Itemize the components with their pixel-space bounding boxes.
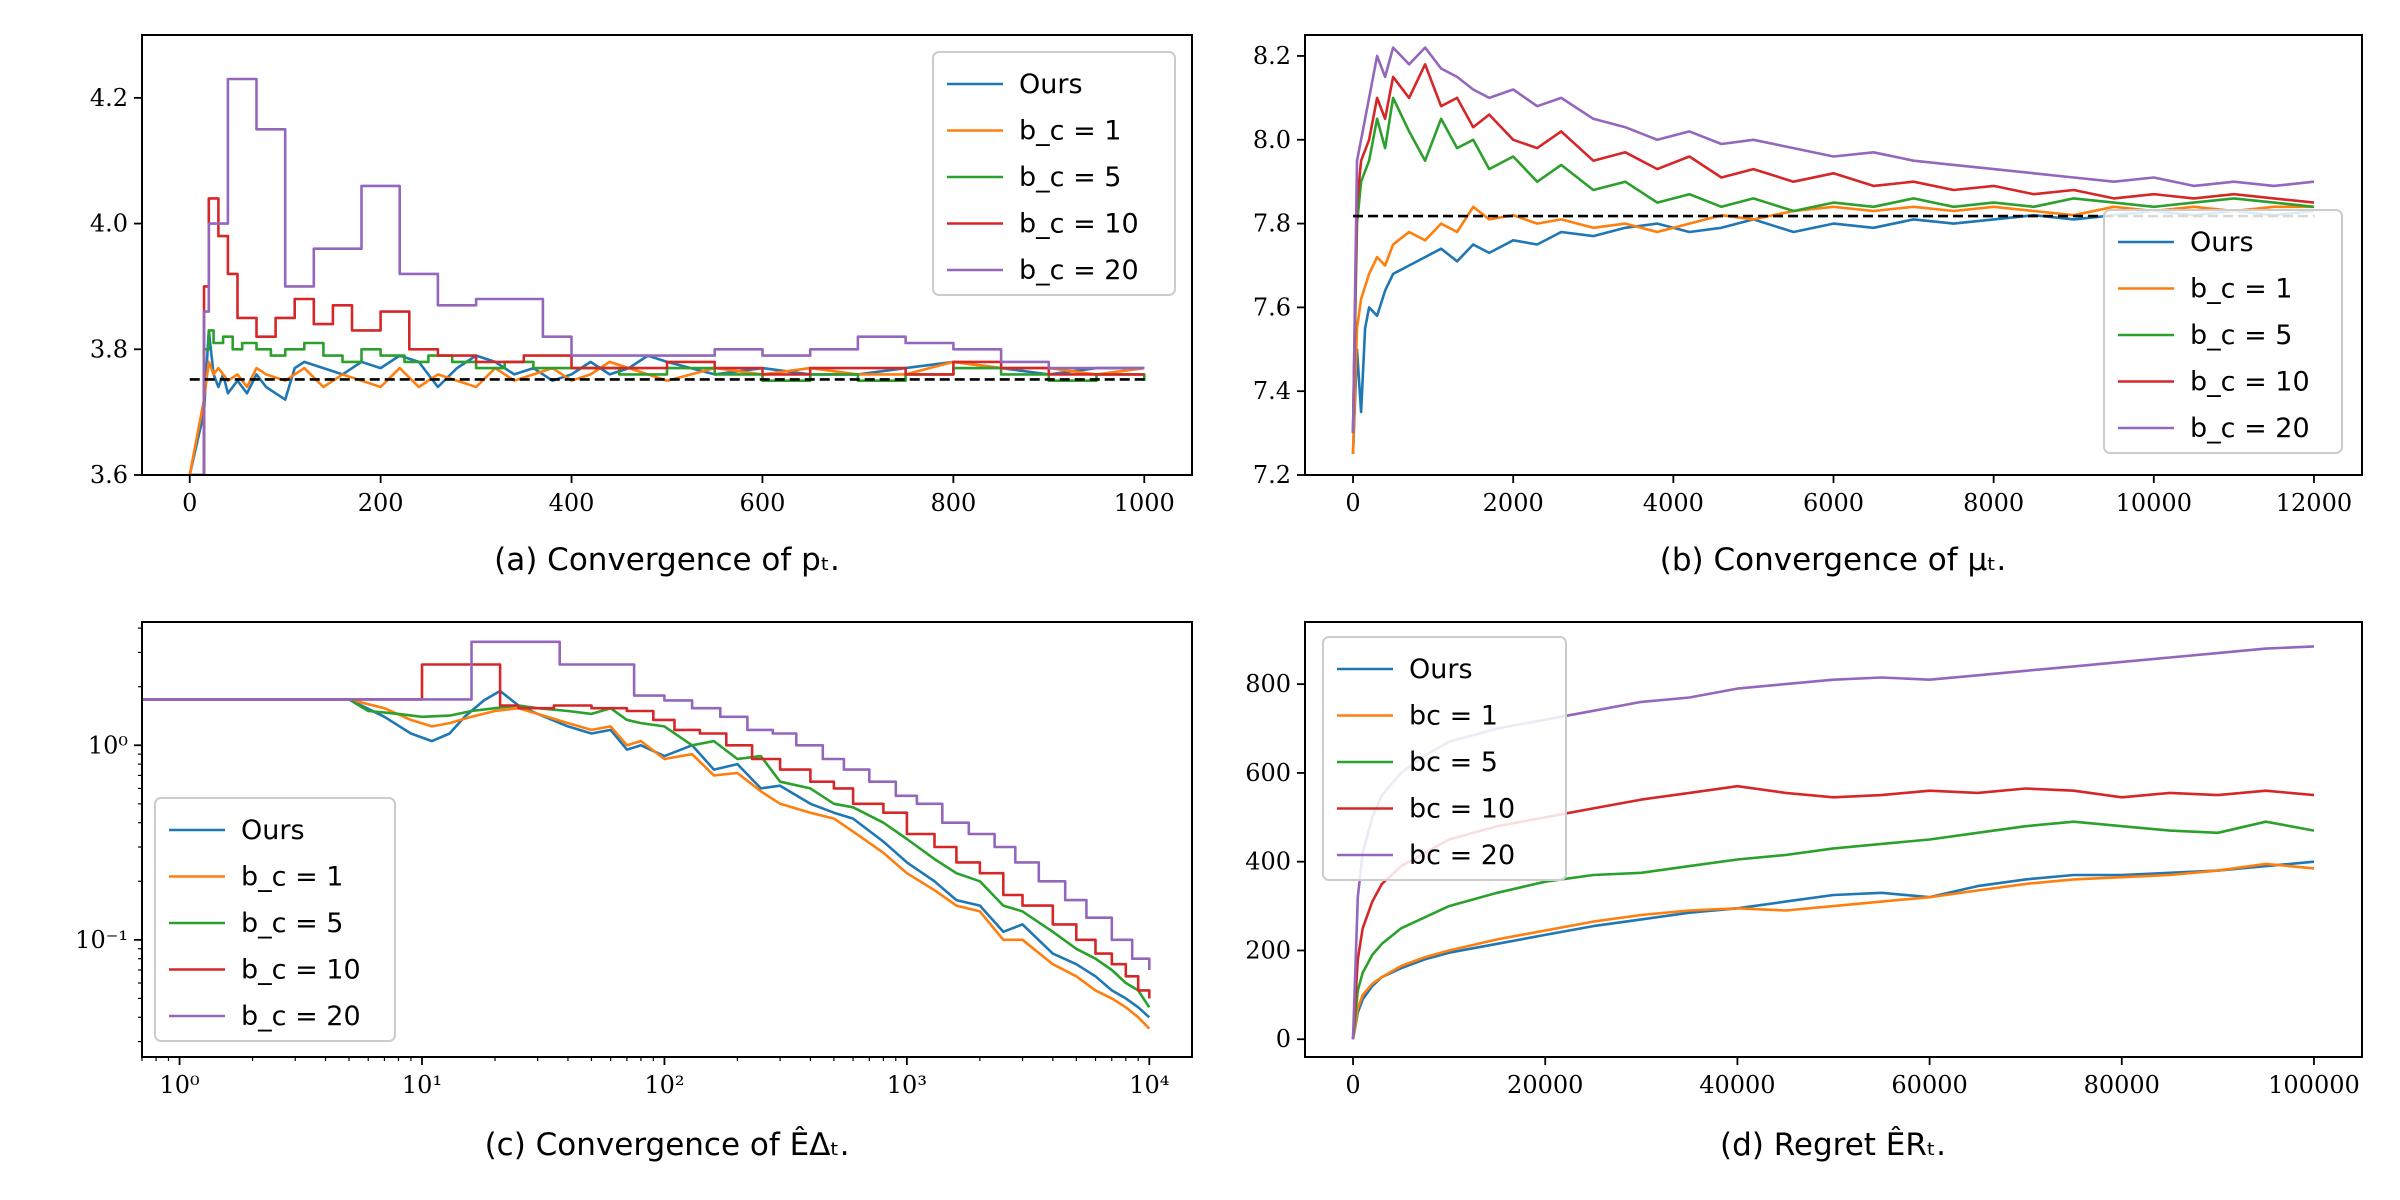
series-line-c-4 <box>142 640 1151 970</box>
series-line-b-3 <box>1351 63 2315 434</box>
x-tick-label-b-0: 0 <box>1345 489 1360 517</box>
legend-label-b-4: b_c = 20 <box>2190 413 2310 444</box>
x-tick-label-a-5: 1000 <box>1114 489 1175 517</box>
panel-c: 10⁰ 10¹ 10² 10³ 10⁴ 10⁻¹ 10⁰ (c) Convergence of… <box>75 621 1193 1163</box>
y-tick-label-b-3: 7.8 <box>1253 210 1291 238</box>
x-tick-label-d-5: 100000 <box>2268 1071 2360 1099</box>
axes-frame-c <box>141 621 1193 1058</box>
x-tick-label-c-1: 10¹ <box>402 1071 442 1099</box>
y-tick-label-a-3: 4.2 <box>90 84 128 112</box>
x-tick-label-c-4: 10⁴ <box>1129 1071 1169 1099</box>
x-tick-label-d-1: 20000 <box>1507 1071 1583 1099</box>
x-tick-label-c-3: 10³ <box>887 1071 927 1099</box>
legend-label-a-2: b_c = 5 <box>1019 162 1121 193</box>
y-tick-label-a-1: 3.8 <box>90 335 128 363</box>
y-tick-label-d-4: 800 <box>1245 670 1291 698</box>
legend-d: Ours bc = 1 bc = 5 bc = 10 bc = 20 <box>1322 636 1567 881</box>
legend-label-c-3: b_c = 10 <box>241 955 361 986</box>
legend-box-c <box>154 797 396 1042</box>
legend-label-a-4: b_c = 20 <box>1019 255 1139 286</box>
caption-b: (b) Convergence of μₜ. <box>1660 542 2006 578</box>
series-line-b-1 <box>1351 205 2314 455</box>
legend-label-d-3: bc = 10 <box>1409 794 1515 825</box>
legend-label-a-3: b_c = 10 <box>1019 209 1139 240</box>
series-line-d-0 <box>1351 860 2315 1040</box>
legend-a: Ours b_c = 1 b_c = 5 b_c = 10 b_c = 20 <box>932 51 1176 296</box>
y-tick-label-d-1: 200 <box>1245 936 1291 964</box>
panel-b: 0 2000 4000 6000 8000 10000 12000 7.2 7.4 7.6 7.8 8… <box>1253 34 2363 578</box>
x-tick-label-d-3: 60000 <box>1891 1071 1967 1099</box>
x-tick-label-c-0: 10⁰ <box>159 1071 199 1099</box>
y-tick-label-d-2: 400 <box>1245 848 1291 876</box>
caption-d: (d) Regret ÊRₜ. <box>1720 1127 1946 1163</box>
legend-label-c-1: b_c = 1 <box>241 862 343 893</box>
caption-c: (c) Convergence of ÊΔₜ. <box>485 1127 850 1163</box>
series-line-c-3 <box>142 663 1151 999</box>
x-tick-label-b-2: 4000 <box>1643 489 1704 517</box>
caption-a: (a) Convergence of pₜ. <box>494 542 840 578</box>
legend-label-a-0: Ours <box>1019 69 1083 100</box>
legend-label-d-0: Ours <box>1409 654 1473 685</box>
y-tick-label-b-2: 7.6 <box>1253 293 1291 321</box>
legend-box-d <box>1322 636 1567 881</box>
x-tick-label-a-2: 400 <box>549 489 595 517</box>
legend-label-c-4: b_c = 20 <box>241 1001 361 1032</box>
legend-label-b-1: b_c = 1 <box>2190 274 2292 305</box>
x-tick-label-a-0: 0 <box>182 489 197 517</box>
legend-label-c-0: Ours <box>241 815 305 846</box>
x-tick-label-c-2: 10² <box>644 1071 684 1099</box>
legend-label-b-3: b_c = 10 <box>2190 367 2310 398</box>
y-tick-label-c-1: 10⁰ <box>88 731 128 759</box>
panel-a: 0 200 400 600 800 1000 3.6 3.8 4.0 4.2 (a) Converg… <box>90 34 1193 578</box>
series-line-b-4 <box>1351 46 2315 434</box>
y-tick-label-b-5: 8.2 <box>1253 42 1291 70</box>
legend-b: Ours b_c = 1 b_c = 5 b_c = 10 b_c = 20 <box>2103 209 2343 454</box>
y-tick-label-b-1: 7.4 <box>1253 377 1291 405</box>
legend-label-d-4: bc = 20 <box>1409 840 1515 871</box>
legend-label-c-2: b_c = 5 <box>241 908 343 939</box>
axes-frame-d <box>1304 621 2363 1058</box>
panel-d: 0 20000 40000 60000 80000 100000 0 200 400 600 800… <box>1245 621 2363 1163</box>
legend-label-a-1: b_c = 1 <box>1019 116 1121 147</box>
x-tick-label-a-1: 200 <box>358 489 404 517</box>
y-tick-label-b-4: 8.0 <box>1253 126 1291 154</box>
x-tick-label-b-3: 6000 <box>1803 489 1864 517</box>
y-tick-label-d-0: 0 <box>1276 1025 1291 1053</box>
legend-box-b <box>2103 209 2343 454</box>
y-tick-label-d-3: 600 <box>1245 759 1291 787</box>
y-tick-label-a-0: 3.6 <box>90 461 128 489</box>
x-tick-label-b-4: 8000 <box>1963 489 2024 517</box>
series-line-d-2 <box>1351 820 2315 1040</box>
x-tick-label-d-4: 80000 <box>2084 1071 2160 1099</box>
legend-box-a <box>932 51 1176 296</box>
x-tick-label-b-1: 2000 <box>1483 489 1544 517</box>
x-tick-label-d-0: 0 <box>1345 1071 1360 1099</box>
series-line-a-4 <box>189 77 1145 475</box>
series-line-c-2 <box>142 698 1151 1009</box>
legend-c: Ours b_c = 1 b_c = 5 b_c = 10 b_c = 20 <box>154 797 396 1042</box>
plot-area-a <box>188 77 1146 475</box>
series-line-d-1 <box>1351 862 2315 1040</box>
series-line-c-1 <box>142 698 1151 1030</box>
x-tick-label-a-4: 800 <box>930 489 976 517</box>
y-tick-label-c-0: 10⁻¹ <box>75 926 128 954</box>
x-tick-label-a-3: 600 <box>740 489 786 517</box>
legend-label-b-0: Ours <box>2190 227 2254 258</box>
legend-label-d-1: bc = 1 <box>1409 701 1498 732</box>
series-line-b-0 <box>1351 209 2315 455</box>
x-tick-label-b-5: 10000 <box>2116 489 2192 517</box>
axes-frame-a <box>141 34 1193 476</box>
legend-label-d-2: bc = 5 <box>1409 747 1498 778</box>
x-tick-label-d-2: 40000 <box>1699 1071 1775 1099</box>
y-tick-label-b-0: 7.2 <box>1253 461 1291 489</box>
series-line-b-2 <box>1351 96 2315 434</box>
y-tick-label-a-2: 4.0 <box>90 210 128 238</box>
legend-label-b-2: b_c = 5 <box>2190 320 2292 351</box>
x-tick-label-b-6: 12000 <box>2276 489 2352 517</box>
plot-area-c <box>142 640 1151 1030</box>
series-line-a-1 <box>188 360 1145 475</box>
series-line-a-3 <box>189 197 1145 475</box>
